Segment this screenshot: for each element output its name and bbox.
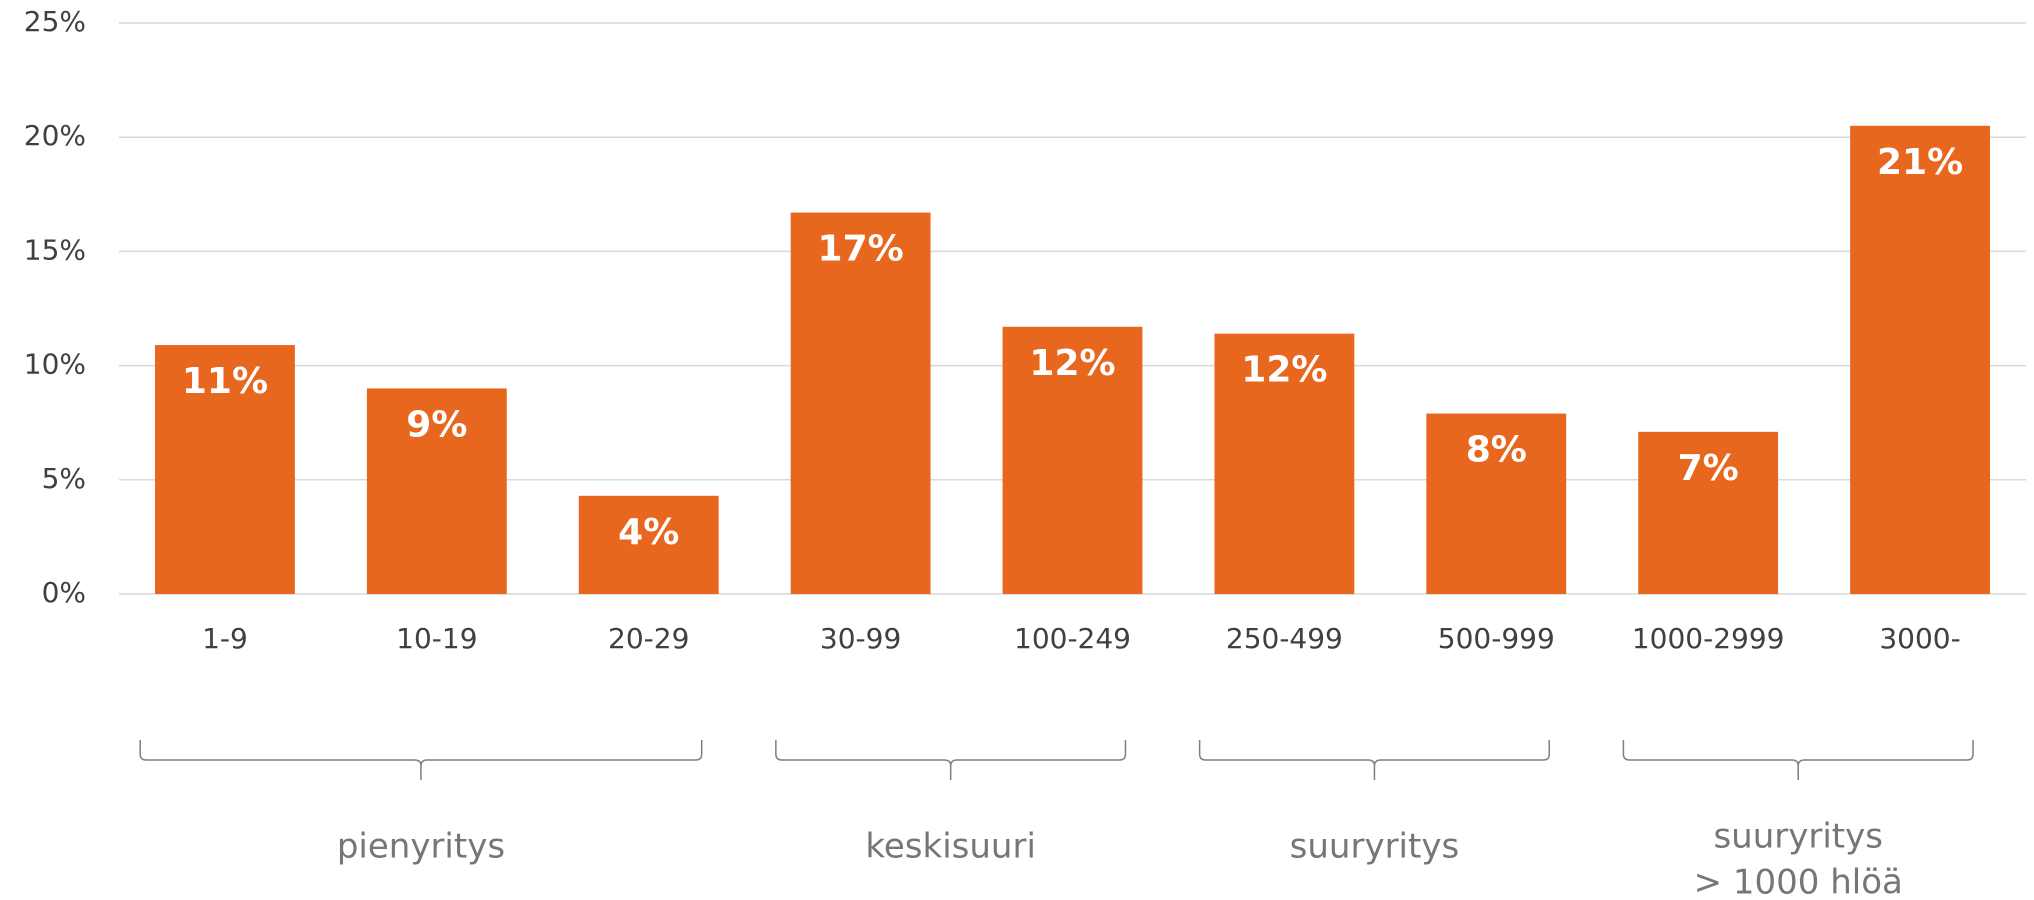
- group-label: > 1000 hlöä: [1694, 863, 1903, 900]
- bar: [1214, 333, 1355, 594]
- x-tick-label: 250-499: [1226, 622, 1343, 655]
- data-label: 12%: [1241, 350, 1327, 391]
- x-tick-label: 3000-: [1879, 622, 1960, 655]
- y-tick-label: 5%: [42, 462, 86, 495]
- group-bracket: [775, 740, 1127, 780]
- group-bracket: [1198, 740, 1550, 780]
- data-label: 9%: [406, 404, 467, 445]
- x-tick-label: 100-249: [1014, 622, 1131, 655]
- group-label: keskisuuri: [865, 827, 1035, 867]
- data-label: 7%: [1678, 448, 1739, 489]
- y-tick-label: 20%: [24, 119, 86, 152]
- x-tick-label: 500-999: [1438, 622, 1555, 655]
- group-bracket: [1622, 740, 1974, 780]
- x-tick-label: 1-9: [202, 622, 248, 655]
- data-label: 21%: [1877, 142, 1963, 183]
- group-bracket: [139, 740, 703, 780]
- x-tick-label: 10-19: [396, 622, 477, 655]
- group-label: pienyritys: [337, 827, 505, 867]
- bar: [155, 345, 295, 594]
- bar: [1426, 413, 1567, 594]
- y-tick-label: 15%: [24, 233, 86, 266]
- x-tick-label: 30-99: [820, 622, 901, 655]
- group-label: suuryritys: [1713, 817, 1883, 857]
- data-label: 17%: [818, 229, 904, 270]
- data-label: 11%: [182, 361, 268, 402]
- bar: [1850, 125, 1990, 594]
- bar: [1002, 326, 1143, 594]
- bar: [790, 212, 931, 594]
- y-tick-label: 10%: [24, 348, 86, 381]
- x-tick-label: 1000-2999: [1632, 622, 1785, 655]
- bar: [366, 388, 507, 594]
- x-tick-label: 20-29: [608, 622, 689, 655]
- bar: [1638, 431, 1779, 594]
- bar: [578, 495, 719, 594]
- y-tick-label: 25%: [24, 5, 86, 38]
- y-tick-label: 0%: [42, 576, 86, 609]
- data-label: 8%: [1466, 430, 1527, 471]
- group-label: suuryritys: [1290, 827, 1460, 867]
- data-label: 12%: [1029, 343, 1115, 384]
- data-label: 4%: [618, 512, 679, 553]
